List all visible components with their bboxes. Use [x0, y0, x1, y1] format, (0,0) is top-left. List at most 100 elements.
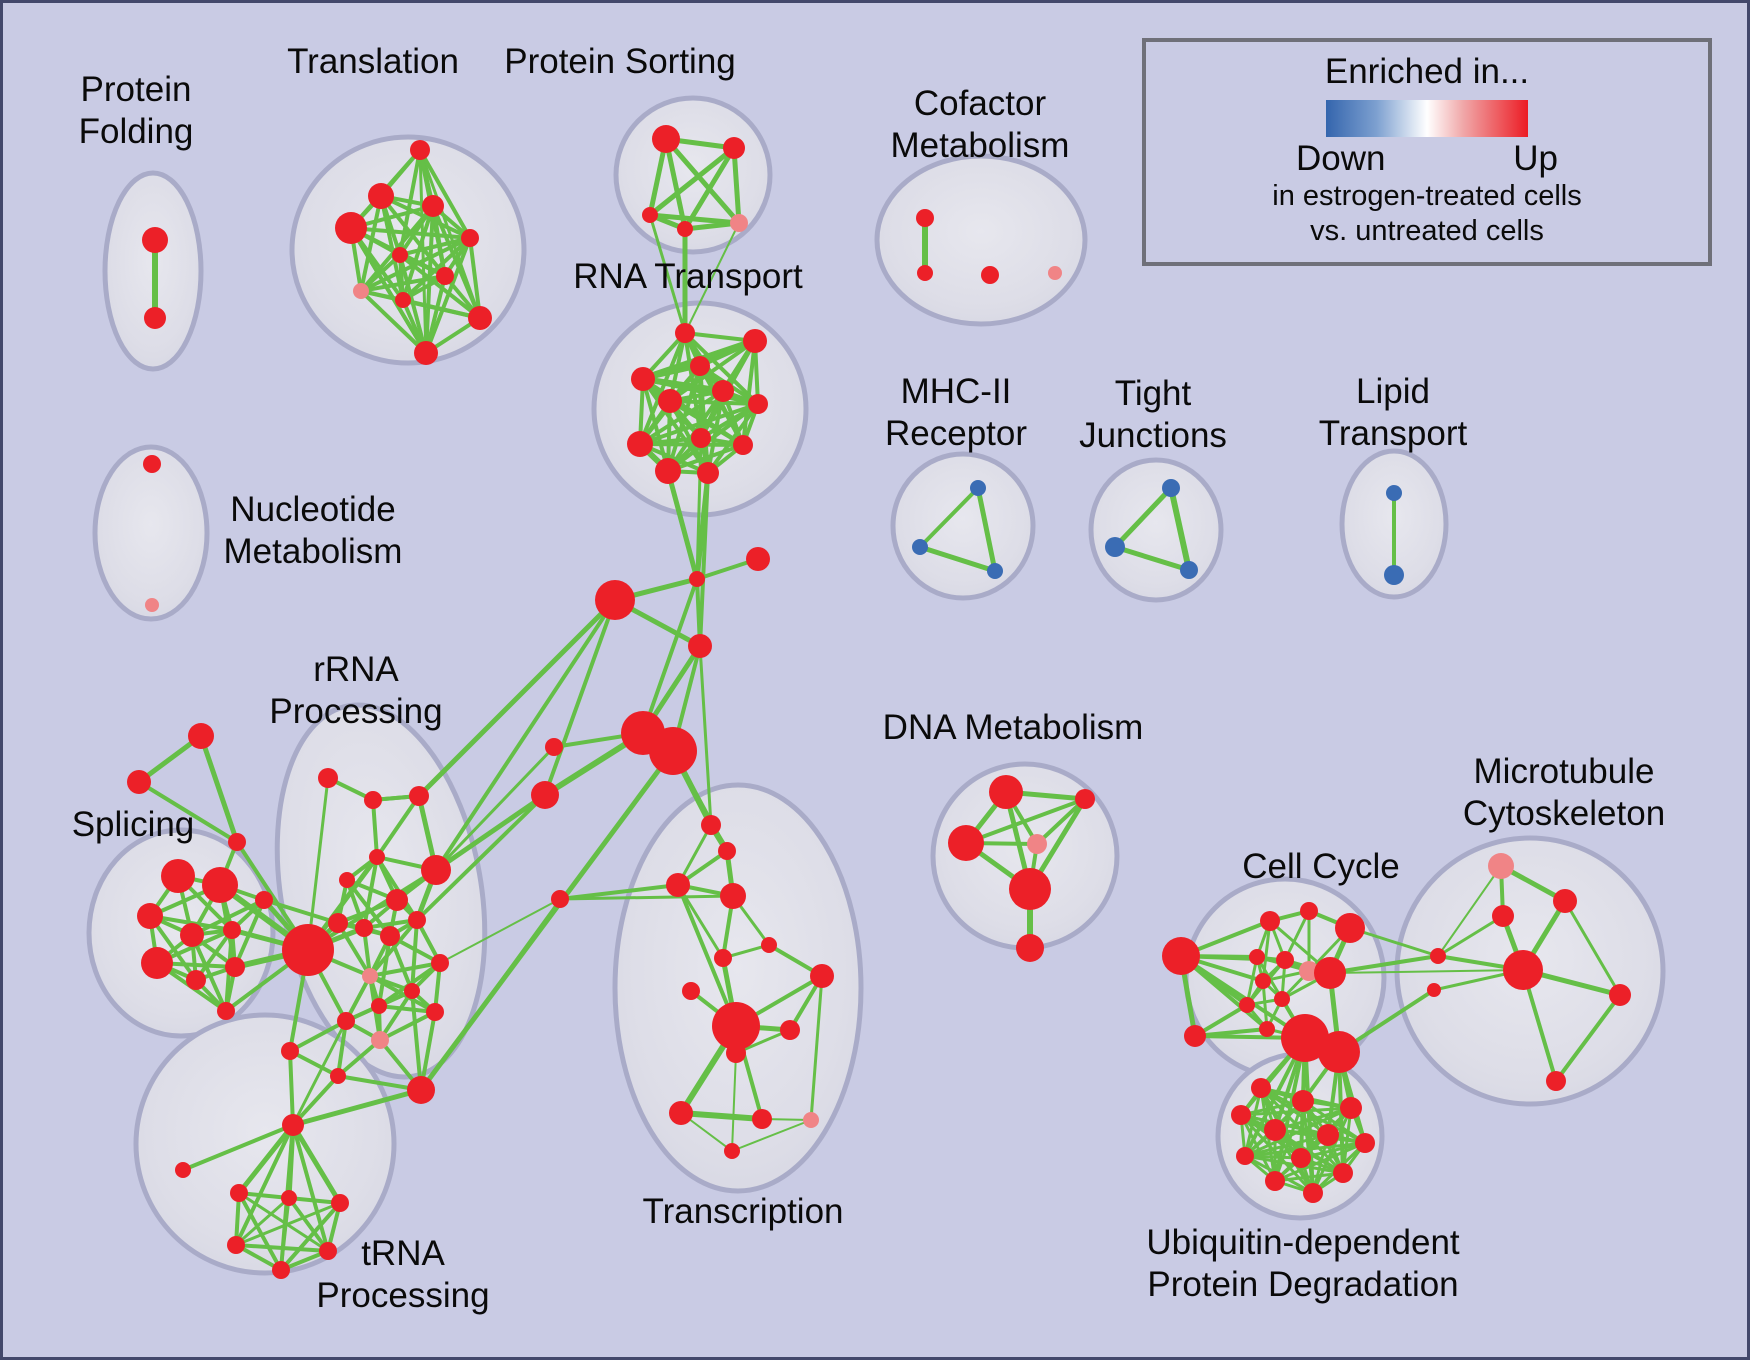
edge-cell-cycle-7: [1179, 954, 1307, 1040]
node-rrna-processing-10: [380, 926, 400, 946]
edge-trna-processing-0: [181, 1123, 295, 1172]
node-protein-sorting-3: [677, 221, 693, 237]
cluster-label-tight-junctions-line2: Junctions: [1079, 416, 1227, 455]
node-rrna-processing-4: [339, 872, 355, 888]
node-ubiquitin-degradation-1: [1292, 1090, 1314, 1112]
node-connectors-6: [545, 738, 563, 756]
cluster-label-lipid-transport-line1: Lipid: [1356, 372, 1430, 411]
edge-translation-29: [349, 226, 428, 355]
node-cell-cycle-4: [1335, 913, 1365, 943]
edge-translation-24: [349, 226, 472, 240]
edge-ubiquitin-degradation-46: [1243, 1133, 1330, 1158]
node-rrna-processing-19: [330, 1068, 346, 1084]
node-connectors-5: [649, 727, 697, 775]
node-transcription-14: [724, 1143, 740, 1159]
node-transcription-12: [752, 1109, 772, 1129]
edge-translation-48: [401, 298, 482, 320]
node-protein-sorting-0: [652, 125, 680, 153]
edge-inter-26: [291, 1019, 348, 1127]
edge-translation-41: [359, 274, 447, 293]
edge-protein-sorting-9: [682, 220, 742, 232]
edge-translation-6: [418, 148, 472, 240]
node-rna-transport-6: [748, 394, 768, 414]
edge-trna-processing-19: [234, 1243, 330, 1253]
cluster-label-rrna-processing-line1: rRNA: [313, 650, 399, 689]
node-rrna-processing-18: [281, 1042, 299, 1060]
node-trna-processing-1: [175, 1162, 191, 1178]
cluster-label-microtubule-cytoskeleton-line2: Cytoskeleton: [1463, 794, 1665, 833]
edge-inter-28: [439, 898, 561, 964]
edge-transcription-18: [731, 1052, 737, 1152]
node-transcription-6: [810, 964, 834, 988]
edge-rna-transport-9: [683, 331, 760, 406]
node-microtubule-cytoskeleton-1: [1553, 889, 1577, 913]
node-trna-processing-5: [227, 1236, 245, 1254]
cluster-label-dna-metabolism: DNA Metabolism: [883, 708, 1144, 747]
node-ubiquitin-degradation-9: [1333, 1163, 1353, 1183]
node-rrna-processing-0: [318, 768, 338, 788]
legend-down-label: Down: [1296, 139, 1386, 178]
node-transcription-2: [666, 873, 690, 897]
node-transcription-0: [701, 815, 721, 835]
node-rna-transport-0: [675, 323, 695, 343]
edge-rrna-processing-23: [375, 855, 419, 922]
edge-ubiquitin-degradation-54: [1273, 1141, 1367, 1183]
node-connectors-7: [531, 781, 559, 809]
node-dna-metabolism-2: [948, 825, 984, 861]
edge-inter-30: [558, 883, 680, 901]
cluster-label-cell-cycle: Cell Cycle: [1242, 847, 1400, 886]
node-microtubule-cytoskeleton-6: [1430, 948, 1446, 964]
node-dna-metabolism-5: [1016, 934, 1044, 962]
node-translation-6: [436, 267, 454, 285]
node-trna-processing-0: [282, 1114, 304, 1136]
edge-trna-processing-15: [279, 1196, 291, 1272]
edge-ubiquitin-degradation-63: [1273, 1171, 1345, 1183]
edge-rna-transport-45: [638, 389, 725, 446]
node-translation-5: [392, 247, 408, 263]
cluster-label-ubiquitin-degradation-line1: Ubiquitin-dependent: [1146, 1223, 1460, 1262]
layer-nodes: [127, 125, 1631, 1279]
edge-rna-transport-31: [641, 377, 760, 406]
edge-protein-sorting-5: [682, 145, 737, 232]
node-rrna-processing-9: [408, 911, 426, 929]
edge-inter-5: [698, 471, 710, 648]
node-tight-junctions-2: [1180, 561, 1198, 579]
edge-protein-sorting-4: [647, 145, 737, 218]
edge-protein-sorting-2: [663, 136, 688, 232]
node-rna-transport-9: [733, 435, 753, 455]
legend-gradient-bar: [1326, 100, 1528, 137]
node-rrna-processing-2: [409, 786, 429, 806]
node-translation-0: [410, 140, 430, 160]
node-mhc-ii-receptor-1: [912, 539, 928, 555]
edge-rna-transport-49: [706, 389, 725, 475]
node-rrna-processing-1: [364, 791, 382, 809]
cluster-label-lipid-transport-line2: Transport: [1319, 414, 1468, 453]
node-rna-transport-10: [655, 458, 681, 484]
edge-rna-transport-56: [638, 442, 745, 447]
node-connectors-11: [551, 890, 569, 908]
edge-connectors-13: [137, 780, 239, 844]
node-rrna-processing-11: [282, 924, 334, 976]
cluster-label-nucleotide-metabolism-line1: Nucleotide: [230, 490, 395, 529]
node-splicing-4: [223, 921, 241, 939]
node-rna-transport-8: [691, 428, 711, 448]
node-cell-cycle-6: [1276, 951, 1294, 969]
node-transcription-8: [712, 1002, 760, 1050]
node-trna-processing-4: [331, 1194, 349, 1212]
node-translation-10: [414, 341, 438, 365]
node-cofactor-metabolism-3: [1048, 266, 1062, 280]
node-rna-transport-3: [631, 367, 655, 391]
node-ubiquitin-degradation-0: [1251, 1078, 1271, 1098]
edge-rrna-processing-63: [378, 989, 414, 1042]
edge-cell-cycle-44: [1261, 979, 1269, 1031]
cluster-bubble-cofactor-metabolism: [874, 153, 1088, 327]
edge-inter-10: [416, 597, 618, 799]
node-splicing-6: [186, 970, 206, 990]
edge-rrna-processing-12: [336, 1074, 423, 1092]
node-dna-metabolism-1: [1075, 789, 1095, 809]
node-microtubule-cytoskeleton-4: [1609, 984, 1631, 1006]
cluster-bubble-translation: [289, 134, 527, 366]
cluster-label-tight-junctions-line1: Tight: [1115, 374, 1192, 413]
legend-title: Enriched in...: [1324, 52, 1530, 91]
